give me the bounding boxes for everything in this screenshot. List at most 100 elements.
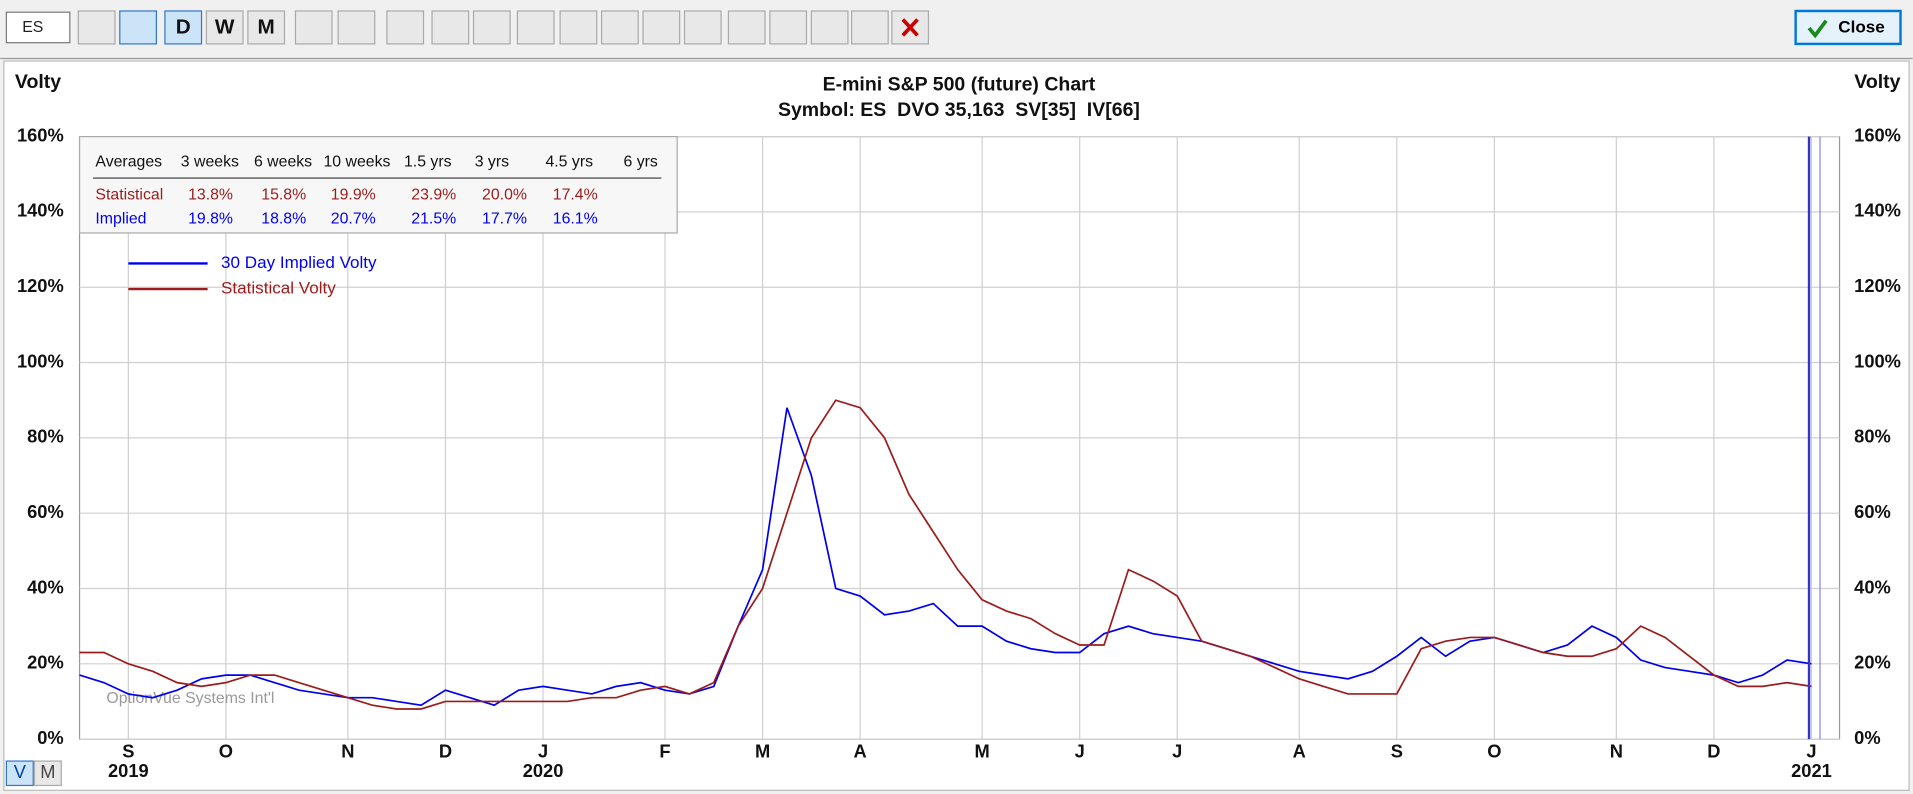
y-tick-label: 160% [17, 124, 64, 145]
watermark: OptionVue Systems Int'l [106, 690, 274, 707]
period-button-text: M [258, 16, 275, 39]
view-button[interactable] [5, 760, 34, 787]
averages-cell: 20.7% [331, 211, 376, 228]
y2-tick-label: 100% [1854, 350, 1901, 371]
averages-header: 4.5 yrs [545, 153, 593, 170]
averages-cell: 17.7% [482, 211, 527, 228]
period-button-text: D [176, 16, 191, 39]
lines [79, 399, 1812, 710]
y2-tick-label: 0% [1854, 727, 1880, 748]
averages-header: 10 weeks [323, 153, 390, 170]
averages-cell: 20.0% [482, 186, 527, 203]
x-axis: S O N D J F M A M J J A S O N D J 2019 2020 2021 [108, 740, 1832, 781]
tool-button[interactable] [386, 10, 425, 45]
averages-cell: 19.8% [188, 211, 233, 228]
tool-button[interactable] [850, 10, 889, 45]
averages-cell: 13.8% [188, 186, 233, 203]
averages-header: 3 weeks [181, 153, 239, 170]
x-tick-label: A [854, 740, 867, 761]
tool-button[interactable] [727, 10, 766, 45]
x-tick-label: N [341, 740, 354, 761]
averages-cell: 23.9% [411, 186, 456, 203]
chart-subtitle: Symbol: ES DVO 35,163 SV[35] IV[66] [778, 99, 1140, 121]
x-tick-label: N [1610, 740, 1623, 761]
averages-box [78, 135, 678, 234]
tool-button[interactable] [294, 10, 333, 45]
tool-button[interactable] [600, 10, 639, 45]
tool-button[interactable] [516, 10, 555, 45]
x-tick-label: S [1391, 740, 1403, 761]
tool-button[interactable] [77, 10, 116, 45]
averages-cell: 18.8% [261, 211, 306, 228]
legend-label: 30 Day Implied Volty [221, 253, 377, 272]
averages-cell: Implied [95, 211, 146, 228]
x-tick-label: D [439, 740, 452, 761]
view-button[interactable] [33, 760, 62, 787]
symbol-text: ES [22, 19, 43, 36]
tool-button[interactable] [683, 10, 722, 45]
y2-tick-label: 160% [1854, 124, 1901, 145]
x-tick-label: J [1806, 740, 1816, 761]
y-tick-label: 80% [27, 426, 64, 447]
averages-cell: Statistical [95, 186, 163, 203]
tool-button[interactable] [119, 10, 158, 45]
y2-axis-label: Volty [1854, 71, 1900, 93]
y2-tick-label: 60% [1854, 501, 1891, 522]
grid: 0% 0% 20% 20% 40% 40% 60% 60% 80% 80% 100% 100% 120%… [17, 124, 1901, 748]
chart-title: E-mini S&P 500 (future) Chart [823, 74, 1096, 96]
averages-cell: 19.9% [331, 186, 376, 203]
averages-header: 3 yrs [475, 153, 509, 170]
x-tick-label: J [538, 740, 548, 761]
averages-header: 6 yrs [624, 153, 658, 170]
x-tick-label: O [219, 740, 233, 761]
y2-tick-label: 20% [1854, 652, 1891, 673]
y-tick-label: 60% [27, 501, 64, 522]
y-tick-label: 100% [17, 350, 64, 371]
x-tick-label: A [1293, 740, 1306, 761]
tool-button[interactable] [337, 10, 376, 45]
averages-table: Averages 3 weeks 6 weeks 10 weeks 1.5 yrs 3 y… [78, 135, 678, 234]
averages-cell: 17.4% [553, 186, 598, 203]
tool-button[interactable] [642, 10, 681, 45]
legend: 30 Day Implied Volty Statistical Volty [128, 253, 377, 298]
y-axis-label: Volty [15, 71, 61, 93]
x-year-label: 2021 [1791, 760, 1832, 781]
x-tick-label: J [1075, 740, 1085, 761]
y2-tick-label: 80% [1854, 426, 1891, 447]
tool-button[interactable] [472, 10, 511, 45]
tool-button[interactable] [164, 10, 203, 45]
tool-button[interactable] [559, 10, 598, 45]
tool-button[interactable] [205, 10, 244, 45]
check-icon [1807, 19, 1828, 39]
x-tick-label: J [1172, 740, 1182, 761]
toolbar [0, 0, 1913, 59]
x-tick-label: O [1487, 740, 1501, 761]
averages-header: 1.5 yrs [404, 153, 452, 170]
x-tick-label: F [659, 740, 670, 761]
y2-tick-label: 140% [1854, 200, 1901, 221]
tool-button[interactable] [247, 10, 286, 45]
tool-button[interactable] [431, 10, 470, 45]
tool-button[interactable] [769, 10, 808, 45]
y-tick-label: 120% [17, 275, 64, 296]
x-year-label: 2019 [108, 760, 149, 781]
close-x-icon [901, 18, 919, 37]
symbol-input[interactable] [5, 11, 71, 44]
averages-cell: 16.1% [553, 211, 598, 228]
averages-cell: 21.5% [411, 211, 456, 228]
period-button-text: W [215, 16, 235, 39]
tool-button[interactable] [810, 10, 849, 45]
x-tick-label: M [755, 740, 770, 761]
view-button-text: M [40, 761, 55, 782]
y2-tick-label: 40% [1854, 576, 1891, 597]
averages-header: Averages [95, 153, 162, 170]
series-line [79, 399, 1812, 710]
averages-cell: 15.8% [261, 186, 306, 203]
x-year-label: 2020 [523, 760, 564, 781]
close-button[interactable] [1794, 9, 1902, 46]
x-tick-label: S [122, 740, 134, 761]
x-tick-label: M [974, 740, 989, 761]
